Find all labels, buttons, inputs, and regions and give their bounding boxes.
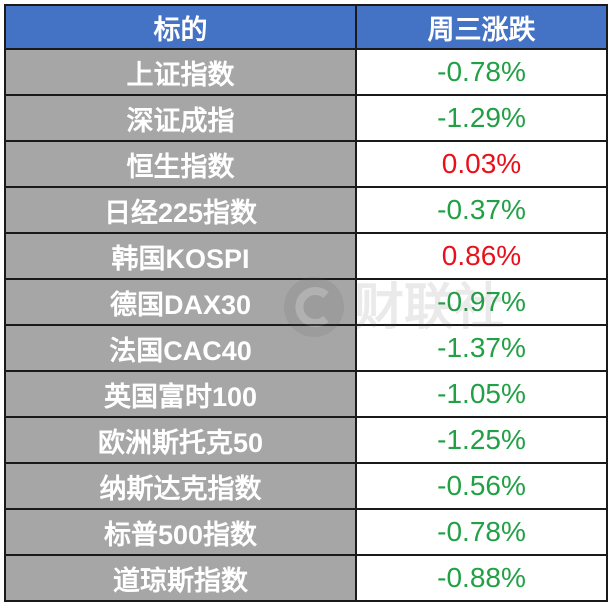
index-name-cell: 日经225指数 xyxy=(4,186,357,234)
table-header-row: 标的 周三涨跌 xyxy=(4,4,608,50)
index-name-cell: 上证指数 xyxy=(4,48,357,96)
table-row: 德国DAX30 -0.97% xyxy=(4,278,608,326)
table-row: 韩国KOSPI 0.86% xyxy=(4,232,608,280)
index-name-cell: 道琼斯指数 xyxy=(4,554,357,602)
table-row: 深证成指 -1.29% xyxy=(4,94,608,142)
change-value-cell: -0.78% xyxy=(355,48,608,96)
change-value-cell: -0.37% xyxy=(355,186,608,234)
change-value-cell: -0.56% xyxy=(355,462,608,510)
change-value-cell: -1.05% xyxy=(355,370,608,418)
table-row: 欧洲斯托克50 -1.25% xyxy=(4,416,608,464)
change-value-cell: -0.88% xyxy=(355,554,608,602)
index-change-table: 标的 周三涨跌 上证指数 -0.78% 深证成指 -1.29% 恒生指数 0.03% 日经2… xyxy=(4,4,608,602)
index-name-cell: 深证成指 xyxy=(4,94,357,142)
change-value-cell: -0.97% xyxy=(355,278,608,326)
index-name-cell: 法国CAC40 xyxy=(4,324,357,372)
change-value-cell: 0.86% xyxy=(355,232,608,280)
table-row: 道琼斯指数 -0.88% xyxy=(4,554,608,602)
change-value-cell: -1.25% xyxy=(355,416,608,464)
change-value-cell: -1.37% xyxy=(355,324,608,372)
change-value-cell: -0.78% xyxy=(355,508,608,556)
index-name-cell: 欧洲斯托克50 xyxy=(4,416,357,464)
table-row: 法国CAC40 -1.37% xyxy=(4,324,608,372)
index-name-cell: 恒生指数 xyxy=(4,140,357,188)
index-name-cell: 纳斯达克指数 xyxy=(4,462,357,510)
table-row: 纳斯达克指数 -0.56% xyxy=(4,462,608,510)
header-target: 标的 xyxy=(4,4,357,50)
index-name-cell: 韩国KOSPI xyxy=(4,232,357,280)
table-row: 日经225指数 -0.37% xyxy=(4,186,608,234)
index-change-table-container: 标的 周三涨跌 上证指数 -0.78% 深证成指 -1.29% 恒生指数 0.03% 日经2… xyxy=(4,4,608,602)
header-wednesday-change: 周三涨跌 xyxy=(355,4,608,50)
index-name-cell: 标普500指数 xyxy=(4,508,357,556)
table-row: 英国富时100 -1.05% xyxy=(4,370,608,418)
index-name-cell: 德国DAX30 xyxy=(4,278,357,326)
index-name-cell: 英国富时100 xyxy=(4,370,357,418)
change-value-cell: 0.03% xyxy=(355,140,608,188)
table-row: 上证指数 -0.78% xyxy=(4,48,608,96)
table-row: 标普500指数 -0.78% xyxy=(4,508,608,556)
table-row: 恒生指数 0.03% xyxy=(4,140,608,188)
change-value-cell: -1.29% xyxy=(355,94,608,142)
